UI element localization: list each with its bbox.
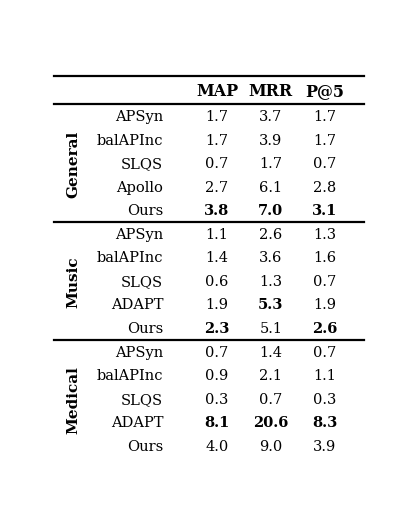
Text: Apollo: Apollo	[116, 180, 163, 194]
Text: 1.3: 1.3	[313, 228, 336, 241]
Text: balAPInc: balAPInc	[97, 251, 163, 265]
Text: 0.7: 0.7	[205, 345, 228, 359]
Text: 0.7: 0.7	[259, 392, 282, 406]
Text: ADAPT: ADAPT	[111, 415, 163, 430]
Text: 0.7: 0.7	[313, 345, 336, 359]
Text: 3.9: 3.9	[313, 439, 336, 453]
Text: 1.6: 1.6	[313, 251, 336, 265]
Text: 3.1: 3.1	[312, 204, 337, 218]
Text: SLQS: SLQS	[121, 274, 163, 288]
Text: APSyn: APSyn	[115, 345, 163, 359]
Text: 2.3: 2.3	[204, 321, 230, 335]
Text: 1.7: 1.7	[206, 133, 228, 147]
Text: 1.1: 1.1	[206, 228, 228, 241]
Text: 5.3: 5.3	[258, 298, 284, 312]
Text: SLQS: SLQS	[121, 157, 163, 171]
Text: 1.9: 1.9	[313, 298, 336, 312]
Text: Music: Music	[66, 256, 80, 307]
Text: 1.7: 1.7	[313, 133, 336, 147]
Text: 2.6: 2.6	[312, 321, 337, 335]
Text: 3.8: 3.8	[204, 204, 230, 218]
Text: APSyn: APSyn	[115, 228, 163, 241]
Text: ADAPT: ADAPT	[111, 298, 163, 312]
Text: 0.9: 0.9	[205, 369, 228, 382]
Text: 1.9: 1.9	[206, 298, 228, 312]
Text: MAP: MAP	[196, 82, 238, 99]
Text: 2.6: 2.6	[259, 228, 282, 241]
Text: balAPInc: balAPInc	[97, 369, 163, 382]
Text: 0.3: 0.3	[313, 392, 336, 406]
Text: Ours: Ours	[127, 439, 163, 453]
Text: 3.9: 3.9	[259, 133, 282, 147]
Text: 3.6: 3.6	[259, 251, 282, 265]
Text: 4.0: 4.0	[205, 439, 228, 453]
Text: 2.7: 2.7	[206, 180, 228, 194]
Text: 8.3: 8.3	[312, 415, 337, 430]
Text: 0.3: 0.3	[205, 392, 229, 406]
Text: P@5: P@5	[305, 82, 344, 99]
Text: 1.7: 1.7	[259, 157, 282, 171]
Text: 1.4: 1.4	[206, 251, 228, 265]
Text: 3.7: 3.7	[259, 110, 282, 124]
Text: 6.1: 6.1	[259, 180, 282, 194]
Text: 0.7: 0.7	[205, 157, 228, 171]
Text: 7.0: 7.0	[258, 204, 283, 218]
Text: 0.7: 0.7	[313, 157, 336, 171]
Text: Ours: Ours	[127, 204, 163, 218]
Text: APSyn: APSyn	[115, 110, 163, 124]
Text: 0.7: 0.7	[313, 274, 336, 288]
Text: 1.1: 1.1	[313, 369, 336, 382]
Text: 8.1: 8.1	[204, 415, 230, 430]
Text: General: General	[66, 130, 80, 197]
Text: 5.1: 5.1	[259, 321, 282, 335]
Text: 1.3: 1.3	[259, 274, 282, 288]
Text: 2.8: 2.8	[313, 180, 336, 194]
Text: 20.6: 20.6	[253, 415, 288, 430]
Text: Ours: Ours	[127, 321, 163, 335]
Text: 2.1: 2.1	[259, 369, 282, 382]
Text: MRR: MRR	[249, 82, 293, 99]
Text: 1.7: 1.7	[206, 110, 228, 124]
Text: 1.7: 1.7	[313, 110, 336, 124]
Text: 1.4: 1.4	[259, 345, 282, 359]
Text: SLQS: SLQS	[121, 392, 163, 406]
Text: 9.0: 9.0	[259, 439, 282, 453]
Text: balAPInc: balAPInc	[97, 133, 163, 147]
Text: 0.6: 0.6	[205, 274, 229, 288]
Text: Medical: Medical	[66, 365, 80, 433]
